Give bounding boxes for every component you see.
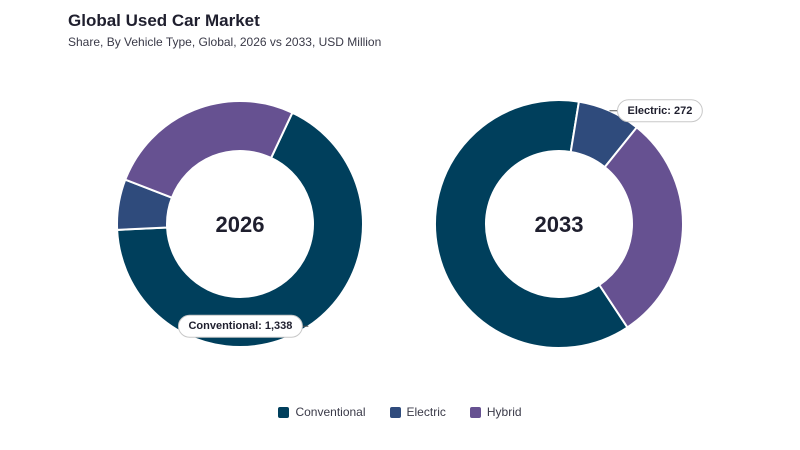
callout-label-conventional-2026: Conventional: 1,338 <box>188 320 292 332</box>
callout-box-conventional <box>177 314 303 338</box>
slice-2033-hybrid[interactable] <box>597 125 684 329</box>
legend-label-hybrid: Hybrid <box>486 405 522 419</box>
chart-title: Global Used Car Market <box>68 11 260 30</box>
legend-item-hybrid[interactable]: Hybrid <box>469 405 522 419</box>
slice-2026-conventional[interactable] <box>116 111 364 348</box>
center-label-2033: 2033 <box>535 212 584 237</box>
legend-item-electric[interactable]: Electric <box>389 405 446 419</box>
legend: Conventional Electric Hybrid <box>0 405 800 419</box>
legend-swatch-electric <box>389 406 401 418</box>
chart-subtitle: Share, By Vehicle Type, Global, 2026 vs … <box>68 35 382 49</box>
slice-2026-hybrid[interactable] <box>123 100 294 199</box>
center-label-2026: 2026 <box>216 212 265 237</box>
legend-swatch-hybrid <box>469 406 481 418</box>
legend-label-conventional: Conventional <box>295 405 366 419</box>
slice-2033-conventional[interactable] <box>434 99 629 349</box>
callout-box-electric <box>617 99 703 123</box>
callout-label-electric-2033: Electric: 272 <box>628 105 693 117</box>
legend-label-electric: Electric <box>406 405 446 419</box>
legend-item-conventional[interactable]: Conventional <box>278 405 366 419</box>
legend-swatch-conventional <box>278 406 290 418</box>
